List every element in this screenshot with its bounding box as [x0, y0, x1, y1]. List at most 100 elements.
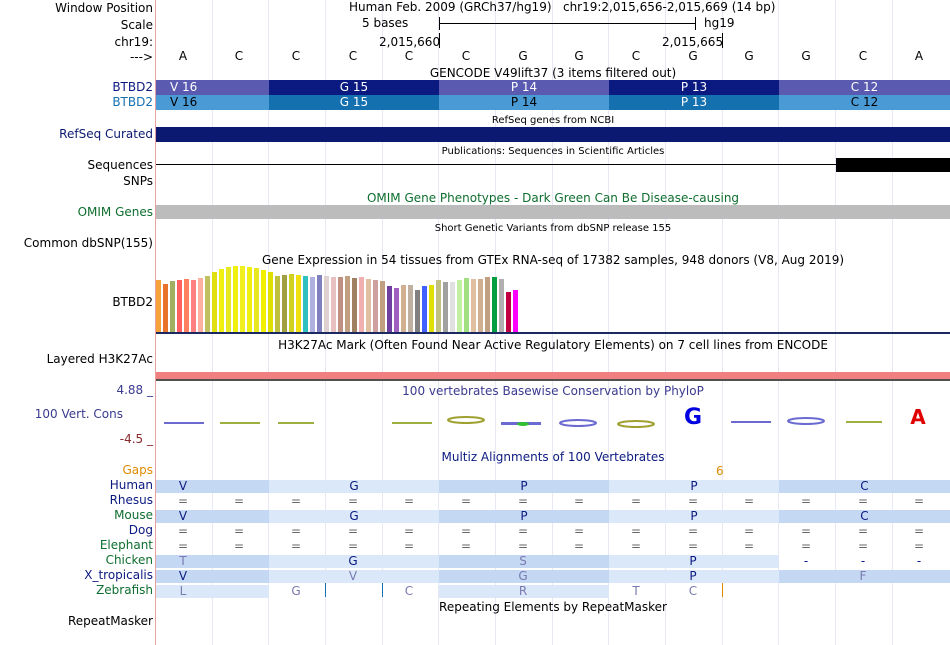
gtex-tissue-bar[interactable]: [506, 292, 511, 332]
publications-label[interactable]: Sequences: [87, 158, 153, 172]
omim-feature[interactable]: [156, 205, 950, 219]
gtex-tissue-bar[interactable]: [289, 274, 294, 332]
h3k27ac-label[interactable]: Layered H3K27Ac: [46, 352, 153, 366]
multiz-track-title: Multiz Alignments of 100 Vertebrates: [441, 450, 665, 464]
dbsnp-label[interactable]: Common dbSNP(155): [23, 236, 153, 250]
gtex-tissue-bar[interactable]: [366, 279, 371, 332]
scale-text: 5 bases: [362, 16, 409, 30]
gtex-tissue-bar[interactable]: [464, 278, 469, 332]
alignment-block: [439, 480, 609, 493]
species-label-xtropicalis[interactable]: X_tropicalis: [84, 568, 153, 582]
species-label-rhesus[interactable]: Rhesus: [109, 493, 153, 507]
gtex-tissue-bar[interactable]: [184, 279, 189, 332]
gtex-tissue-bar[interactable]: [345, 276, 350, 332]
gtex-tissue-bar[interactable]: [226, 267, 231, 332]
alignment-equal: =: [403, 539, 415, 553]
logo-letter-a: A: [910, 405, 926, 429]
gtex-tissue-bar[interactable]: [450, 282, 455, 332]
ruler-base: C: [348, 49, 358, 63]
gtex-tissue-bar[interactable]: [331, 277, 336, 332]
species-label-human[interactable]: Human: [109, 478, 153, 492]
gtex-tissue-bar[interactable]: [212, 272, 217, 332]
species-label-dog[interactable]: Dog: [128, 523, 153, 537]
dbsnp-track-title: Short Genetic Variants from dbSNP releas…: [434, 223, 672, 234]
gtex-tissue-bar[interactable]: [401, 285, 406, 332]
gtex-tissue-bar[interactable]: [296, 275, 301, 332]
gtex-tissue-bar[interactable]: [359, 277, 364, 332]
gtex-tissue-bar[interactable]: [268, 272, 273, 332]
gtex-tissue-bar[interactable]: [513, 290, 518, 332]
gtex-tissue-bar[interactable]: [338, 277, 343, 332]
gtex-tissue-bar[interactable]: [457, 280, 462, 332]
species-label-mouse[interactable]: Mouse: [114, 508, 153, 522]
omim-label[interactable]: OMIM Genes: [77, 205, 153, 219]
species-label-zebrafish[interactable]: Zebrafish: [96, 583, 153, 597]
gtex-tissue-bar[interactable]: [387, 286, 392, 332]
alignment-equal: =: [347, 494, 359, 508]
alignment-block: [269, 510, 439, 523]
species-label-elephant[interactable]: Elephant: [99, 538, 153, 552]
gtex-tissue-bar[interactable]: [310, 277, 315, 332]
gtex-tissue-bar[interactable]: [205, 276, 210, 332]
cons-label[interactable]: 100 Vert. Cons: [34, 407, 123, 421]
alignment-equal: =: [233, 539, 245, 553]
gtex-tissue-bar[interactable]: [240, 266, 245, 332]
gtex-tissue-bar[interactable]: [478, 279, 483, 332]
gtex-tissue-bar[interactable]: [415, 290, 420, 332]
gtex-tissue-bar[interactable]: [219, 269, 224, 332]
gencode-label-1[interactable]: BTBD2: [112, 80, 153, 94]
alignment-equal: =: [403, 494, 415, 508]
gtex-tissue-bar[interactable]: [436, 280, 441, 332]
refseq-label[interactable]: RefSeq Curated: [59, 127, 153, 141]
gtex-tissue-bar[interactable]: [282, 275, 287, 332]
gtex-tissue-bar[interactable]: [471, 279, 476, 332]
gencode-label-2[interactable]: BTBD2: [112, 95, 153, 109]
alignment-block: [779, 570, 950, 583]
alignment-equal: =: [913, 524, 925, 538]
species-label-chicken[interactable]: Chicken: [105, 553, 153, 567]
gtex-tissue-bar[interactable]: [254, 268, 259, 332]
gap-count: 6: [716, 464, 724, 478]
h3k27ac-signal[interactable]: [156, 372, 950, 379]
gtex-tissue-bar[interactable]: [233, 266, 238, 332]
gtex-tissue-bar[interactable]: [352, 278, 357, 332]
gtex-tissue-bar[interactable]: [317, 275, 322, 332]
gtex-tissue-bar[interactable]: [163, 284, 168, 332]
gtex-tissue-bar[interactable]: [303, 276, 308, 332]
alignment-block: [609, 570, 779, 583]
gtex-tissue-bar[interactable]: [156, 280, 161, 332]
repeatmasker-label[interactable]: RepeatMasker: [67, 614, 153, 628]
gtex-tissue-bar[interactable]: [380, 281, 385, 332]
gtex-tissue-bar[interactable]: [499, 279, 504, 332]
gtex-tissue-bar[interactable]: [429, 285, 434, 332]
gtex-tissue-bar[interactable]: [324, 276, 329, 332]
gtex-label[interactable]: BTBD2: [112, 295, 153, 309]
gtex-tissue-bar[interactable]: [247, 267, 252, 332]
snps-label[interactable]: SNPs: [123, 174, 153, 188]
gtex-tissue-bar[interactable]: [170, 281, 175, 332]
gtex-baseline: [156, 332, 950, 334]
alignment-residue: P: [689, 569, 697, 583]
gtex-tissue-bar[interactable]: [261, 270, 266, 332]
publications-feature[interactable]: [836, 158, 950, 172]
gtex-tissue-bar[interactable]: [394, 288, 399, 332]
gtex-tissue-bar[interactable]: [485, 277, 490, 332]
gtex-tissue-bar[interactable]: [177, 280, 182, 332]
gtex-tissue-bar[interactable]: [408, 285, 413, 332]
gtex-tissue-bar[interactable]: [373, 280, 378, 332]
refseq-feature[interactable]: [156, 127, 950, 142]
gtex-tissue-bar[interactable]: [198, 278, 203, 332]
alignment-residue: V: [178, 479, 188, 493]
gtex-tissue-bar[interactable]: [422, 286, 427, 332]
repeatmasker-track-title: Repeating Elements by RepeatMasker: [439, 600, 667, 614]
alignment-equal: =: [347, 539, 359, 553]
alignment-residue: C: [688, 584, 698, 598]
gtex-tissue-bar[interactable]: [492, 277, 497, 332]
alignment-block: [156, 555, 269, 568]
conservation-logo[interactable]: G A: [156, 400, 950, 430]
gtex-tissue-bar[interactable]: [443, 282, 448, 332]
gencode-track-title: GENCODE V49lift37 (3 items filtered out): [429, 66, 677, 80]
exon-label: P 13: [680, 95, 708, 109]
gtex-tissue-bar[interactable]: [275, 276, 280, 332]
gtex-tissue-bar[interactable]: [191, 280, 196, 332]
